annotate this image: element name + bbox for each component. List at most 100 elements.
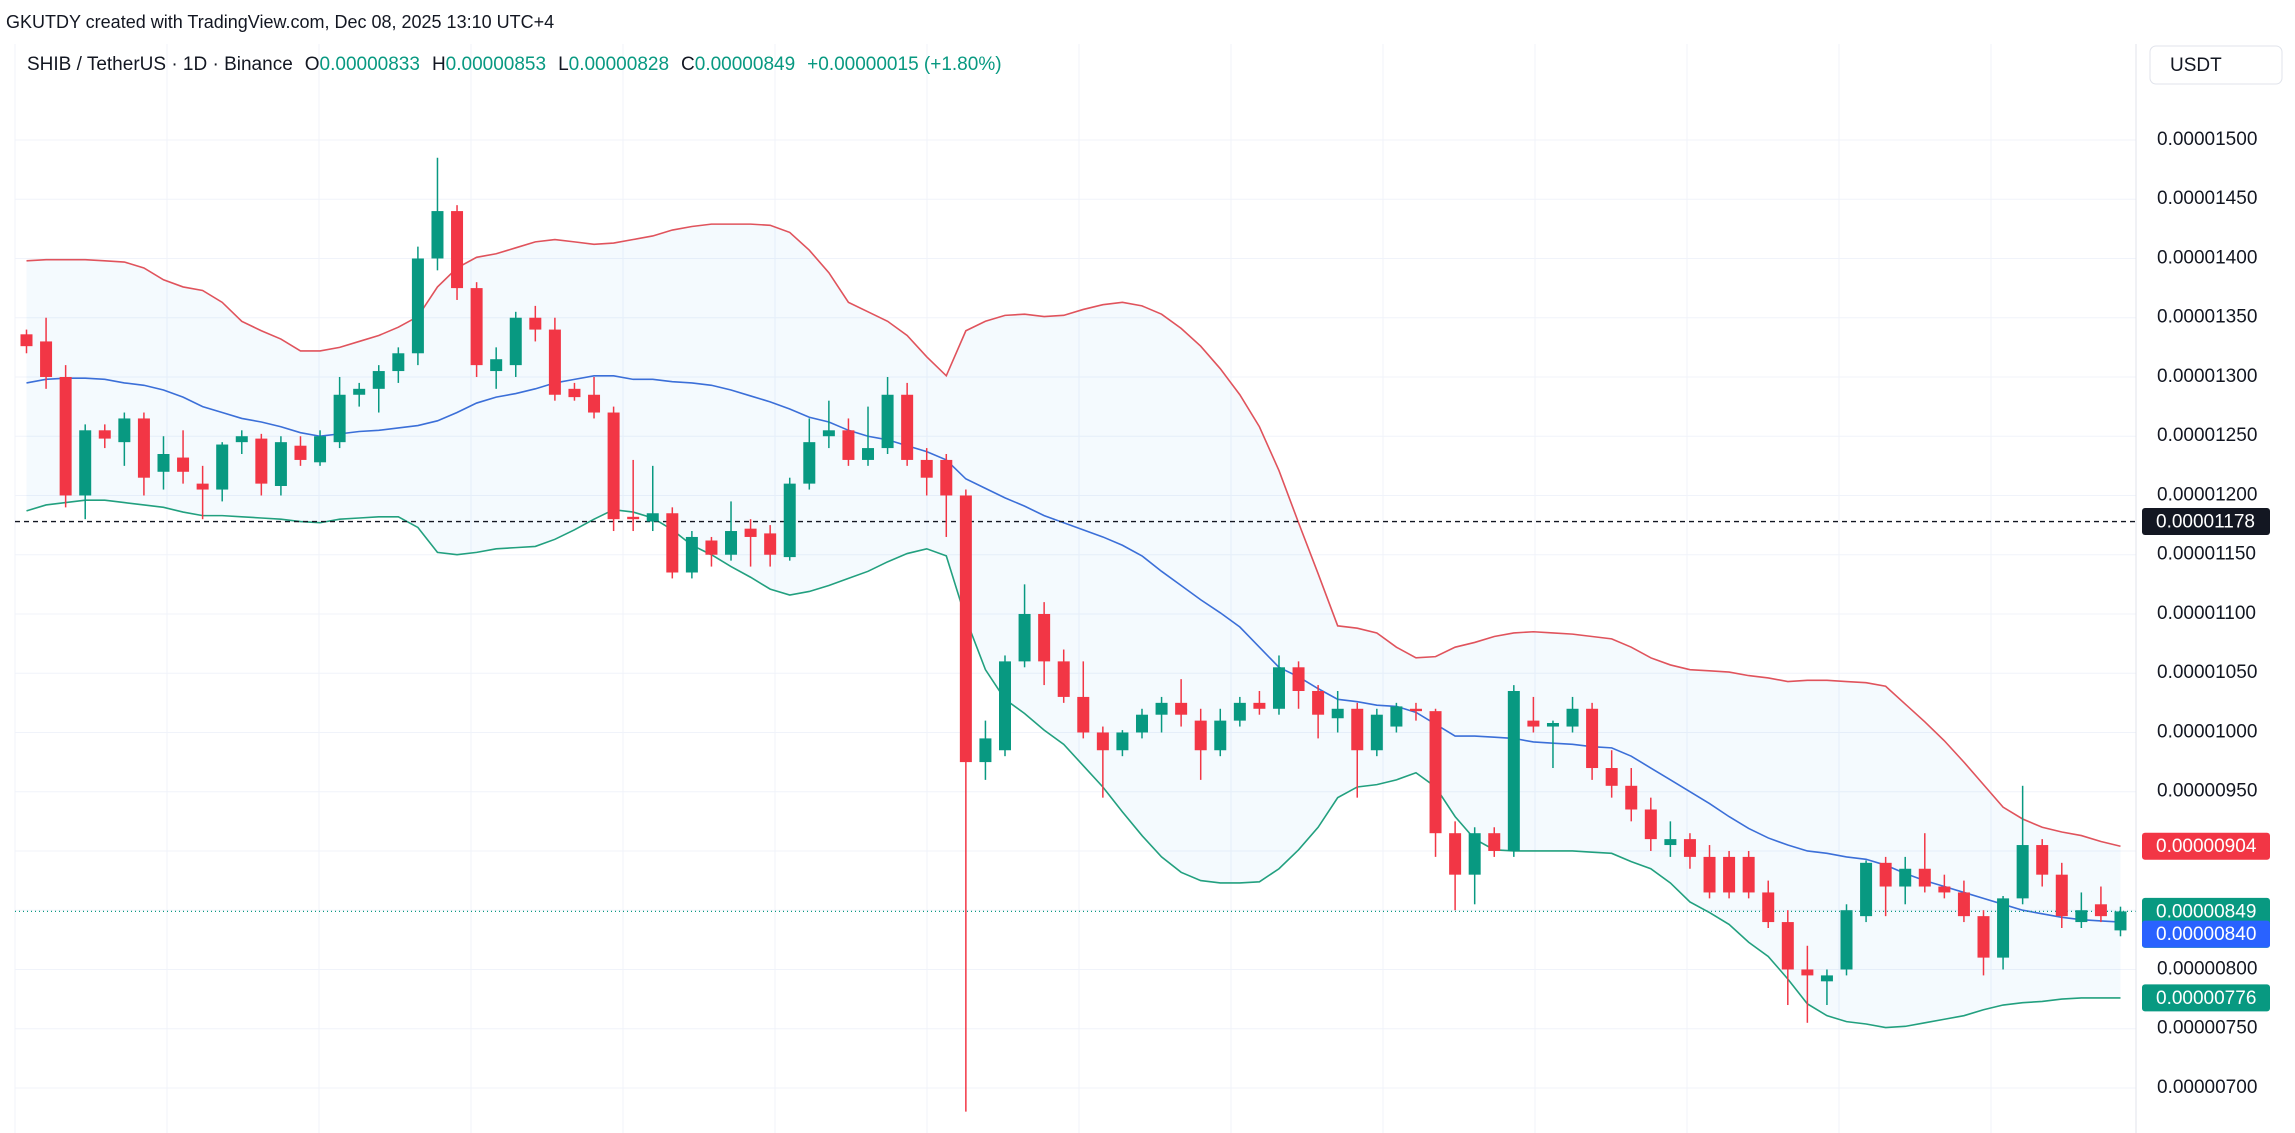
candle-body [1683, 839, 1696, 857]
currency[interactable]: USDT [2170, 55, 2222, 76]
legend-value: 0.00000853 [446, 54, 546, 75]
candle-body [1507, 691, 1520, 851]
candle-body [2094, 904, 2107, 917]
y-tick-label: 0.00001150 [2157, 544, 2256, 565]
candle-body [1820, 975, 1833, 982]
candle-body [411, 258, 424, 354]
candle-body [1351, 708, 1364, 751]
candle-body [1546, 722, 1559, 727]
candle-body [959, 495, 972, 763]
candle-body [1370, 714, 1383, 751]
candle-body [353, 388, 366, 395]
candle-body [548, 329, 561, 395]
price-badge [2142, 832, 2270, 860]
candle-body [2036, 845, 2049, 875]
candle-body [196, 483, 209, 490]
currency-button[interactable] [2149, 45, 2283, 85]
candle-body [98, 430, 111, 439]
candle-body [1938, 886, 1951, 893]
y-tick-label: 0.00000750 [2157, 1018, 2257, 1039]
candle-body [646, 513, 659, 522]
plot [15, 157, 2136, 1112]
candle-body [470, 288, 483, 366]
candle-body [1116, 732, 1129, 751]
candle-body [881, 394, 894, 449]
candle-body [1664, 839, 1677, 846]
legend-key: L [558, 54, 569, 75]
price-badge-label: 0.00000776 [2156, 988, 2256, 1009]
watermark: GKUTDY created with TradingView.com, Dec… [6, 12, 554, 32]
candle-body [294, 445, 307, 460]
band-line [26, 375, 2121, 923]
candle-body [1918, 868, 1931, 887]
y-tick-label: 0.00001500 [2157, 129, 2257, 150]
candle-body [1977, 916, 1990, 958]
candle-body [372, 371, 385, 389]
price-badge-label: 0.00000904 [2156, 836, 2257, 857]
legend-header: SHIB / TetherUS · 1D · Binance O0.0000083… [27, 54, 1002, 75]
candle-body [314, 436, 327, 463]
candle-body [1038, 613, 1051, 662]
candle-body [2055, 874, 2068, 917]
symbol: SHIB / TetherUS · 1D · Binance [27, 54, 293, 75]
legend-key: O [305, 54, 320, 75]
band-fill [26, 224, 2121, 1028]
legend-value: 0.00000833 [320, 54, 420, 75]
candle-body [1253, 702, 1266, 709]
candle-body [431, 211, 444, 259]
candle-body [235, 436, 248, 443]
candle-body [1625, 785, 1638, 810]
y-tick-label: 0.00001350 [2157, 307, 2257, 328]
grid [14, 44, 2136, 1133]
candle-body [1429, 711, 1442, 834]
price-badge-label: 0.00001178 [2156, 512, 2255, 533]
candle-body [803, 442, 816, 484]
candle-body [1781, 922, 1794, 970]
candle-body [509, 317, 522, 366]
legend-key: C [681, 54, 695, 75]
y-tick-label: 0.00001300 [2157, 366, 2257, 387]
candle-body [1742, 856, 1755, 893]
legend-value: 0.00000828 [569, 54, 669, 75]
candle-body [783, 483, 796, 558]
candle-body [79, 430, 92, 496]
candle-body [1272, 667, 1285, 709]
band-line [26, 223, 2121, 848]
price-badge [2142, 508, 2270, 536]
candle-body [1801, 969, 1814, 976]
candle-body [118, 418, 131, 443]
candle-body [1488, 833, 1501, 851]
candle-body [333, 394, 346, 443]
y-tick-label: 0.00001450 [2157, 188, 2257, 209]
candle-body [705, 540, 718, 555]
candle-body [1957, 892, 1970, 917]
candle-body [1155, 702, 1168, 715]
candle-body [392, 353, 405, 372]
candle-body [2016, 845, 2029, 899]
candle-body [1331, 708, 1344, 719]
candle-body [1409, 708, 1422, 712]
candle-body [1703, 856, 1716, 893]
candle-body [764, 533, 777, 555]
y-tick-label: 0.00000700 [2157, 1077, 2257, 1098]
candle-body [979, 738, 992, 763]
legend-value: 0.00000849 [695, 54, 795, 75]
candle-body [1077, 696, 1090, 733]
y-tick-label: 0.00001400 [2157, 247, 2257, 268]
candle-body [1135, 714, 1148, 733]
candle-body [568, 388, 581, 398]
candle-body [1018, 613, 1031, 662]
candle-body [1879, 862, 1892, 887]
candle-body [607, 412, 620, 520]
price-badge-label: 0.00000840 [2156, 924, 2256, 945]
candle-body [137, 418, 150, 478]
candle-body [177, 457, 190, 472]
candle-body [627, 516, 640, 520]
candle-body [901, 394, 914, 460]
candle-body [940, 459, 953, 496]
candle-body [1586, 708, 1599, 769]
candle-body [999, 661, 1011, 751]
candle-body [2114, 911, 2127, 931]
candle-body [1997, 898, 2010, 958]
